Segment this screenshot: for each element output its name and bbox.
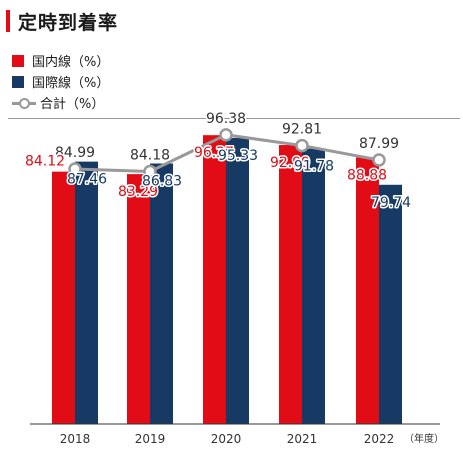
title-accent-bar <box>6 10 10 32</box>
point-total-2021 <box>295 138 309 153</box>
data-label-total-2018: 84.99 <box>55 145 95 161</box>
legend-label-international: 国際線（%） <box>32 76 110 91</box>
legend: 国内線（%） 国際線（%） 合計（%） <box>12 50 109 113</box>
chart-title-block: 定時到着率 <box>6 8 118 34</box>
data-label-domestic-2020: 96.27 <box>194 145 234 161</box>
point-total-2018 <box>68 162 82 176</box>
bar-international-2022 <box>379 184 402 424</box>
bar-international-2020 <box>226 138 249 424</box>
bar-domestic-2022 <box>356 157 379 425</box>
data-label-international-2020: 95.33 <box>218 148 258 164</box>
x-tick-label-2021: 2021 <box>287 432 318 446</box>
chart-title: 定時到着率 <box>18 11 119 34</box>
point-total-2020 <box>219 128 233 142</box>
bar-domestic-2019 <box>127 174 150 424</box>
x-tick-label-2020: 2020 <box>211 432 242 446</box>
legend-swatch-international <box>12 75 24 88</box>
x-tick-label-2019: 2019 <box>135 432 166 446</box>
bar-international-2019 <box>150 163 173 424</box>
data-label-total-2022: 87.99 <box>359 136 399 152</box>
legend-item-international: 国際線（%） <box>12 71 109 92</box>
data-label-total-2019: 84.18 <box>130 147 170 163</box>
bar-international-2021 <box>302 148 325 424</box>
data-label-domestic-2022: 88.88 <box>347 167 387 183</box>
data-label-international-2021: 91.78 <box>294 159 334 175</box>
bar-international-2018 <box>75 161 98 424</box>
data-label-total-2020: 96.38 <box>206 111 246 127</box>
point-total-2019 <box>143 164 157 179</box>
legend-swatch-domestic <box>12 54 24 67</box>
data-label-domestic-2019: 83.29 <box>118 184 158 200</box>
bar-domestic-2021 <box>279 145 302 424</box>
legend-item-total: 合計（%） <box>12 92 109 113</box>
data-label-domestic-2021: 92.99 <box>270 155 310 171</box>
point-total-2022 <box>372 153 386 167</box>
data-label-international-2022: 79.74 <box>371 195 411 211</box>
legend-label-total: 合計（%） <box>40 97 105 112</box>
x-tick-label-2018: 2018 <box>60 432 91 446</box>
legend-swatch-total <box>12 97 36 109</box>
x-axis-unit-label: （年度） <box>404 432 444 445</box>
bar-domestic-2018 <box>52 171 75 424</box>
x-tick-label-2022: 2022 <box>364 432 395 446</box>
bar-domestic-2020 <box>203 135 226 424</box>
legend-label-domestic: 国内線（%） <box>32 55 110 70</box>
legend-item-domestic: 国内線（%） <box>12 50 109 71</box>
data-label-international-2019: 86.83 <box>142 174 182 190</box>
data-label-domestic-2018: 84.12 <box>25 154 65 170</box>
header-divider <box>8 118 460 119</box>
data-label-international-2018: 87.46 <box>67 172 107 188</box>
data-label-total-2021: 92.81 <box>282 122 322 138</box>
